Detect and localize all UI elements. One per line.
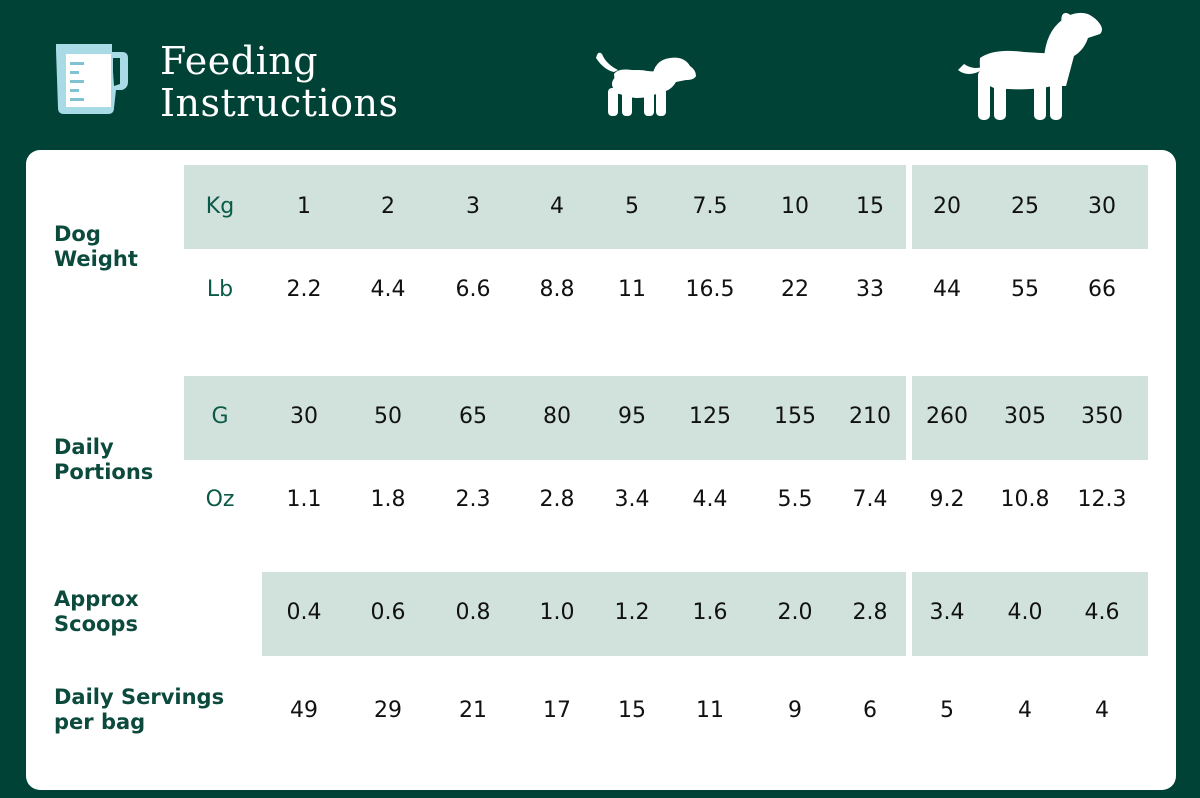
g-cell: 65: [459, 404, 487, 429]
lb-cell: 66: [1088, 277, 1116, 302]
servings-cell: 6: [863, 698, 877, 723]
lb-unit-label: Lb: [206, 277, 234, 302]
measuring-jug-icon: [52, 42, 130, 120]
g-cell: 155: [774, 404, 816, 429]
servings-cell: 4: [1018, 698, 1032, 723]
kg-cell: 30: [1088, 194, 1116, 219]
scoops-cell: 1.2: [614, 600, 650, 625]
servings-cell: 4: [1095, 698, 1109, 723]
scoops-row-band-left: [262, 572, 906, 656]
servings-cell: 49: [290, 698, 318, 723]
kg-cell: 4: [550, 194, 564, 219]
title-line-2: Instructions: [160, 81, 399, 125]
lb-cell: 2.2: [286, 277, 322, 302]
kg-cell: 5: [625, 194, 639, 219]
oz-unit-label: Oz: [205, 487, 235, 512]
puppy-icon: [592, 48, 702, 124]
scoops-cell: 4.0: [1007, 600, 1043, 625]
oz-cell: 2.8: [539, 487, 575, 512]
scoops-cell: 3.4: [929, 600, 965, 625]
servings-cell: 5: [940, 698, 954, 723]
oz-cell: 5.5: [777, 487, 813, 512]
servings-cell: 21: [459, 698, 487, 723]
oz-cell: 12.3: [1077, 487, 1127, 512]
feeding-table-card: Dog Weight Daily Portions Approx Scoops …: [26, 150, 1176, 790]
g-row-band-left: [184, 376, 906, 460]
servings-cell: 29: [374, 698, 402, 723]
scoops-cell: 0.8: [455, 600, 491, 625]
scoops-cell: 2.0: [777, 600, 813, 625]
lb-cell: 6.6: [455, 277, 491, 302]
scoops-cell: 2.8: [852, 600, 888, 625]
g-cell: 350: [1081, 404, 1123, 429]
kg-cell: 15: [856, 194, 884, 219]
g-cell: 50: [374, 404, 402, 429]
servings-cell: 15: [618, 698, 646, 723]
kg-row-band-left: [184, 165, 906, 249]
g-cell: 80: [543, 404, 571, 429]
scoops-cell: 0.4: [286, 600, 322, 625]
servings-cell: 17: [543, 698, 571, 723]
lb-cell: 55: [1011, 277, 1039, 302]
kg-cell: 1: [297, 194, 311, 219]
scoops-row-band-right: [912, 572, 1148, 656]
g-cell: 30: [290, 404, 318, 429]
lb-cell: 44: [933, 277, 961, 302]
kg-cell: 10: [781, 194, 809, 219]
oz-cell: 3.4: [614, 487, 650, 512]
page-title: Feeding Instructions: [160, 40, 398, 124]
lb-cell: 16.5: [685, 277, 735, 302]
g-row-band-right: [912, 376, 1148, 460]
title-line-1: Feeding: [160, 39, 319, 83]
servings-cell: 11: [696, 698, 724, 723]
scoops-cell: 4.6: [1084, 600, 1120, 625]
dog-weight-label: Dog Weight: [54, 222, 138, 271]
kg-unit-label: Kg: [205, 194, 235, 219]
daily-portions-label: Daily Portions: [54, 435, 154, 484]
g-unit-label: G: [211, 404, 229, 429]
scoops-cell: 1.6: [692, 600, 728, 625]
lb-cell: 4.4: [370, 277, 406, 302]
kg-cell: 25: [1011, 194, 1039, 219]
lb-cell: 22: [781, 277, 809, 302]
kg-cell: 20: [933, 194, 961, 219]
servings-cell: 9: [788, 698, 802, 723]
g-cell: 210: [849, 404, 891, 429]
oz-cell: 2.3: [455, 487, 491, 512]
oz-cell: 1.8: [370, 487, 406, 512]
lb-cell: 33: [856, 277, 884, 302]
approx-scoops-label: Approx Scoops: [54, 587, 139, 636]
adult-dog-icon: [954, 8, 1106, 128]
oz-cell: 9.2: [929, 487, 965, 512]
lb-cell: 11: [618, 277, 646, 302]
scoops-cell: 0.6: [370, 600, 406, 625]
kg-cell: 2: [381, 194, 395, 219]
g-cell: 125: [689, 404, 731, 429]
scoops-cell: 1.0: [539, 600, 575, 625]
daily-servings-label: Daily Servings per bag: [54, 685, 225, 734]
lb-cell: 8.8: [539, 277, 575, 302]
g-cell: 305: [1004, 404, 1046, 429]
oz-cell: 4.4: [692, 487, 728, 512]
oz-cell: 7.4: [852, 487, 888, 512]
g-cell: 260: [926, 404, 968, 429]
oz-cell: 10.8: [1000, 487, 1050, 512]
kg-cell: 3: [466, 194, 480, 219]
kg-cell: 7.5: [692, 194, 728, 219]
oz-cell: 1.1: [286, 487, 322, 512]
g-cell: 95: [618, 404, 646, 429]
kg-row-band-right: [912, 165, 1148, 249]
